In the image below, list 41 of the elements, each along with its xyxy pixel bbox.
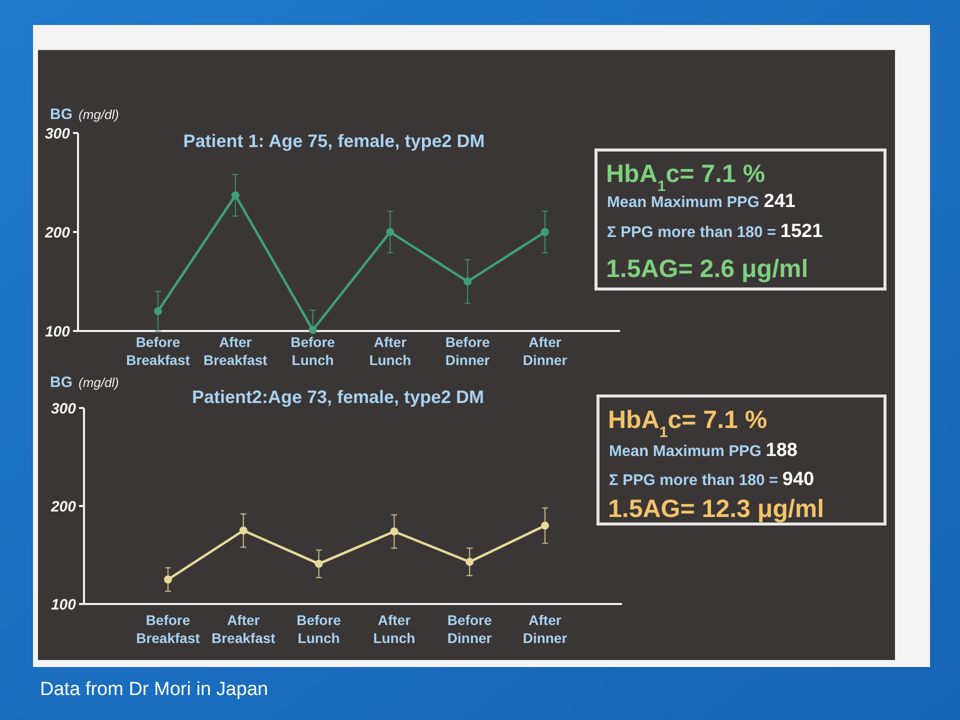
point — [154, 307, 162, 316]
x-tick-label: Before Lunch — [296, 612, 342, 646]
point — [231, 191, 240, 200]
annotation: 1.5AG= 2.6 μg/ml — [606, 255, 808, 283]
x-tick-label: After Breakfast — [211, 612, 276, 646]
point — [390, 527, 398, 536]
y-tick-label: 300 — [44, 125, 71, 142]
y-tick-label: 100 — [44, 323, 71, 340]
point — [464, 278, 472, 286]
y-axis-title: BG (mg/dl) — [50, 374, 119, 391]
x-tick-label: Before Dinner — [445, 334, 490, 368]
x-tick-label: After Breakfast — [203, 334, 268, 368]
point — [541, 522, 549, 530]
point — [541, 228, 549, 236]
x-tick-label: Before Dinner — [447, 612, 492, 646]
annotation: HbA$_{1}$c= 7.1 % — [608, 406, 768, 440]
x-tick-label: After Dinner — [522, 612, 568, 646]
chart-title: Patient2:Age 73, female, type2 DM — [192, 387, 484, 407]
annotation: 1.5AG= 12.3 μg/ml — [608, 495, 824, 523]
point — [164, 576, 172, 584]
chart-title: Patient 1: Age 75, female, type2 DM — [183, 131, 485, 151]
x-tick-label: Before Breakfast — [136, 612, 200, 646]
y-tick-label: 100 — [50, 596, 77, 614]
x-tick-label: After Lunch — [373, 612, 416, 646]
x-tick-label: After Dinner — [522, 334, 568, 368]
point — [466, 558, 474, 566]
point — [386, 228, 394, 236]
annotation: Σ PPG more than 180 = 1521 — [607, 221, 824, 242]
text: Data from Dr Mori in Japan — [40, 679, 268, 700]
y-tick-label: 200 — [44, 224, 71, 242]
point — [308, 326, 317, 334]
annotation: Mean Maximum PPG 188 — [609, 440, 798, 461]
y-axis-title: BG (mg/dl) — [50, 106, 119, 123]
annotation: Σ PPG more than 180 = 940 — [609, 469, 814, 490]
point — [314, 560, 323, 568]
y-tick-label: 200 — [50, 498, 77, 516]
x-tick-label: Before Lunch — [290, 334, 336, 368]
point — [239, 526, 248, 534]
x-tick-label: After Lunch — [369, 334, 412, 368]
y-tick-label: 300 — [50, 400, 77, 418]
x-tick-label: Before Breakfast — [126, 334, 190, 368]
